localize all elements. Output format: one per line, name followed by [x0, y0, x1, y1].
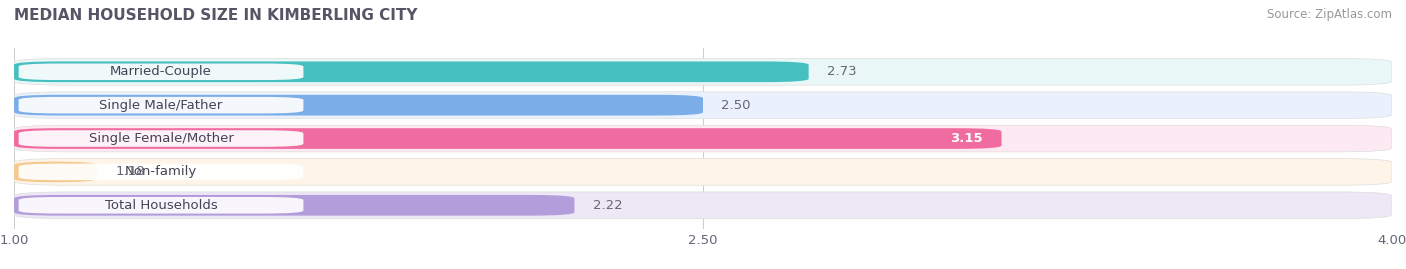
FancyBboxPatch shape: [14, 162, 97, 182]
Text: Non-family: Non-family: [125, 165, 197, 178]
FancyBboxPatch shape: [14, 92, 1392, 119]
FancyBboxPatch shape: [14, 128, 1001, 149]
FancyBboxPatch shape: [14, 61, 808, 82]
FancyBboxPatch shape: [14, 125, 1392, 152]
FancyBboxPatch shape: [14, 58, 1392, 85]
Text: 2.73: 2.73: [827, 65, 856, 78]
FancyBboxPatch shape: [14, 195, 575, 216]
FancyBboxPatch shape: [18, 63, 304, 80]
FancyBboxPatch shape: [14, 192, 1392, 219]
Text: Married-Couple: Married-Couple: [110, 65, 212, 78]
Text: Single Female/Mother: Single Female/Mother: [89, 132, 233, 145]
Text: 3.15: 3.15: [950, 132, 983, 145]
Text: Single Male/Father: Single Male/Father: [100, 99, 222, 112]
FancyBboxPatch shape: [18, 164, 304, 180]
Text: 2.22: 2.22: [593, 199, 623, 212]
FancyBboxPatch shape: [18, 130, 304, 147]
FancyBboxPatch shape: [14, 158, 1392, 185]
FancyBboxPatch shape: [18, 97, 304, 114]
FancyBboxPatch shape: [18, 197, 304, 214]
Text: 2.50: 2.50: [721, 99, 751, 112]
Text: Source: ZipAtlas.com: Source: ZipAtlas.com: [1267, 8, 1392, 21]
Text: 1.18: 1.18: [115, 165, 145, 178]
FancyBboxPatch shape: [14, 95, 703, 115]
Text: MEDIAN HOUSEHOLD SIZE IN KIMBERLING CITY: MEDIAN HOUSEHOLD SIZE IN KIMBERLING CITY: [14, 8, 418, 23]
Text: Total Households: Total Households: [104, 199, 218, 212]
